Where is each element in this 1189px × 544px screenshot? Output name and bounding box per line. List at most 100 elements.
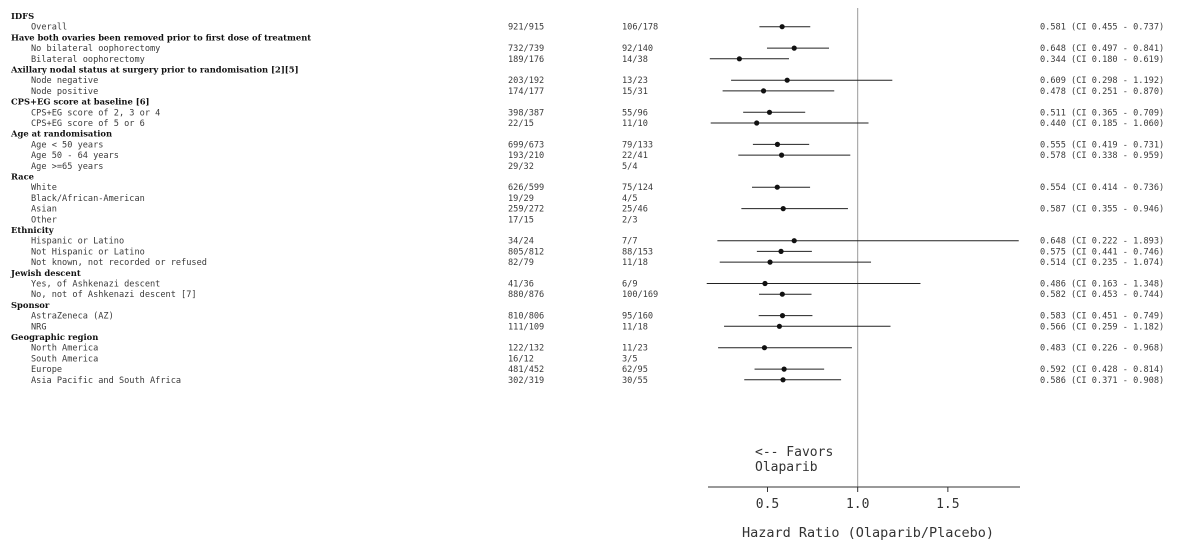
hazard-ratio-ci-text: 0.586 (CI 0.371 - 0.908) (1040, 376, 1164, 386)
x-axis: 0.5 1.0 1.5 (708, 486, 1020, 512)
hazard-ratio-ci-text: 0.592 (CI 0.428 - 0.814) (1040, 365, 1164, 375)
events-olaparib: 34/24 (508, 237, 534, 247)
subgroup-label: White (31, 183, 57, 193)
hazard-ratio-point (779, 291, 785, 297)
events-olaparib: 259/272 (508, 205, 544, 215)
hazard-ratio-point (780, 377, 786, 383)
events-olaparib: 481/452 (508, 365, 544, 375)
hazard-ratio-ci-text: 0.554 (CI 0.414 - 0.736) (1040, 183, 1164, 193)
subgroup-label: Age >=65 years (31, 162, 103, 172)
events-placebo: 11/10 (622, 119, 648, 129)
group-header: Age at randomisation (10, 129, 112, 139)
events-olaparib: 19/29 (508, 194, 534, 204)
hazard-ratio-ci-text: 0.575 (CI 0.441 - 0.746) (1040, 247, 1164, 257)
group-header: Jewish descent (10, 268, 81, 278)
subgroup-label: Hispanic or Latino (31, 237, 124, 247)
subgroup-label: Asia Pacific and South Africa (31, 376, 181, 386)
events-placebo: 11/23 (622, 344, 648, 354)
events-placebo: 15/31 (622, 87, 648, 97)
events-placebo: 62/95 (622, 365, 648, 375)
events-placebo: 22/41 (622, 151, 648, 161)
hazard-ratio-ci-text: 0.609 (CI 0.298 - 1.192) (1040, 76, 1164, 86)
events-olaparib: 122/132 (508, 344, 544, 354)
events-olaparib: 203/192 (508, 76, 544, 86)
hazard-ratio-point (779, 313, 786, 319)
events-olaparib: 921/915 (508, 23, 544, 33)
x-tick-label: 1.5 (936, 497, 959, 512)
group-header: CPS+EG score at baseline [6] (11, 97, 150, 107)
x-tick-label: 1.0 (846, 497, 869, 512)
events-olaparib: 732/739 (508, 44, 544, 54)
hazard-ratio-point (736, 56, 742, 62)
subgroup-label: CPS+EG score of 5 or 6 (31, 119, 145, 129)
events-olaparib: 193/210 (508, 151, 544, 161)
hazard-ratio-point (762, 280, 768, 287)
x-axis-label: Hazard Ratio (Olaparib/Placebo) (742, 525, 994, 541)
events-placebo: 100/169 (622, 290, 658, 300)
subgroup-label: NRG (31, 322, 47, 332)
group-header: Ethnicity (11, 225, 55, 235)
hazard-ratio-ci-text: 0.344 (CI 0.180 - 0.619) (1040, 55, 1164, 65)
events-placebo: 11/18 (622, 258, 648, 268)
events-placebo: 25/46 (622, 205, 648, 215)
events-placebo: 7/7 (622, 237, 638, 247)
subgroup-label: South America (31, 354, 98, 364)
events-placebo: 88/153 (622, 247, 653, 257)
subgroup-label: Yes, of Ashkenazi descent (31, 280, 160, 290)
subgroup-label: Node negative (31, 76, 98, 86)
events-placebo: 30/55 (622, 376, 648, 386)
events-placebo: 14/38 (622, 55, 648, 65)
events-olaparib: 699/673 (508, 140, 544, 150)
events-placebo: 79/133 (622, 140, 653, 150)
events-olaparib: 810/806 (508, 312, 544, 322)
events-placebo: 13/23 (622, 76, 648, 86)
subgroup-label: No, not of Ashkenazi descent [7] (31, 290, 197, 300)
subgroup-label: Black/African-American (31, 194, 145, 204)
hazard-ratio-ci-text: 0.483 (CI 0.226 - 0.968) (1040, 344, 1164, 354)
subgroup-label: Bilateral oophorectomy (31, 55, 145, 65)
events-placebo: 11/18 (622, 322, 648, 332)
hazard-ratio-point (791, 45, 797, 51)
ci-lines (706, 24, 1019, 383)
events-olaparib: 17/15 (508, 215, 534, 225)
hazard-ratio-ci-text: 0.478 (CI 0.251 - 0.870) (1040, 87, 1164, 97)
favors-annotation-line-1: <-- Favors (755, 445, 833, 460)
events-olaparib: 174/177 (508, 87, 544, 97)
events-placebo: 106/178 (622, 23, 658, 33)
events-olaparib: 880/876 (508, 290, 544, 300)
events-placebo: 2/3 (622, 215, 638, 225)
subgroup-label: Asian (31, 205, 57, 215)
favors-annotation-line-2: Olaparib (755, 460, 818, 475)
hazard-ratio-point (761, 345, 768, 351)
group-header: Have both ovaries been removed prior to … (11, 32, 311, 42)
events-placebo: 4/5 (622, 194, 638, 204)
hazard-ratio-point (778, 248, 784, 254)
group-header: IDFS (11, 11, 34, 21)
hazard-ratio-ci-text: 0.511 (CI 0.365 - 0.709) (1040, 108, 1164, 118)
hazard-ratio-ci-text: 0.486 (CI 0.163 - 1.348) (1040, 280, 1164, 290)
events-placebo: 95/160 (622, 312, 653, 322)
hazard-ratio-point (791, 238, 797, 244)
hazard-ratio-point (780, 206, 786, 212)
subgroup-label: Not known, not recorded or refused (31, 258, 207, 268)
events-olaparib: 41/36 (508, 280, 534, 290)
events-olaparib: 302/319 (508, 376, 544, 386)
hazard-ratio-ci-text: 0.648 (CI 0.222 - 1.893) (1040, 237, 1164, 247)
events-placebo: 55/96 (622, 108, 648, 118)
events-olaparib: 398/387 (508, 108, 544, 118)
group-header: Race (11, 172, 34, 182)
group-header: Axillary nodal status at surgery prior t… (10, 65, 299, 75)
events-olaparib: 16/12 (508, 354, 534, 364)
subgroup-label: AstraZeneca (AZ) (31, 312, 114, 322)
events-olaparib: 626/599 (508, 183, 544, 193)
subgroup-label: Age < 50 years (31, 140, 103, 150)
events-placebo: 6/9 (622, 280, 638, 290)
subgroup-label: No bilateral oophorectomy (31, 44, 160, 54)
subgroup-label: Node positive (31, 87, 98, 97)
hazard-ratio-ci-text: 0.587 (CI 0.355 - 0.946) (1040, 205, 1164, 215)
events-placebo: 75/124 (622, 183, 653, 193)
subgroup-label: Overall (31, 23, 67, 33)
hazard-ratio-ci-text: 0.582 (CI 0.453 - 0.744) (1040, 290, 1164, 300)
subgroup-label: Other (31, 215, 57, 225)
